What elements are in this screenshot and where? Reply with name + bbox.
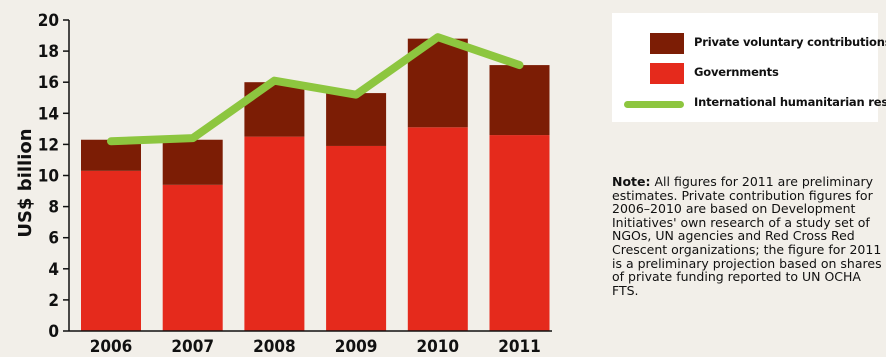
humanitarian-response-line xyxy=(107,33,524,146)
y-tick-label: 0 xyxy=(48,322,59,342)
bar-private-2008 xyxy=(244,82,305,137)
y-tick-label: 20 xyxy=(38,11,59,31)
x-tick-label: 2009 xyxy=(335,337,378,357)
governments-bars xyxy=(81,127,550,331)
bar-governments-2008 xyxy=(244,136,305,331)
bar-governments-2009 xyxy=(326,145,387,331)
axes xyxy=(63,19,552,332)
bar-private-2011 xyxy=(489,65,550,136)
legend-item-humanitarian: International humanitarian response xyxy=(612,93,886,115)
bar-private-2007 xyxy=(162,139,223,185)
legend-line-humanitarian xyxy=(624,101,684,108)
legend-swatch-private xyxy=(650,33,684,54)
legend-label-humanitarian: International humanitarian response xyxy=(694,95,886,109)
legend-label-governments: Governments xyxy=(694,65,779,79)
legend-label-private: Private voluntary contributions xyxy=(694,35,886,49)
y-tick-label: 4 xyxy=(48,260,59,280)
bar-private-2009 xyxy=(326,93,387,146)
bar-governments-2010 xyxy=(407,127,468,331)
x-tick-label: 2010 xyxy=(417,337,460,357)
y-axis-title: US$ billion xyxy=(15,128,36,237)
x-tick-label: 2006 xyxy=(90,337,133,357)
y-tick-label: 6 xyxy=(48,229,59,249)
y-tick-label: 14 xyxy=(38,104,59,124)
bar-governments-2006 xyxy=(81,170,141,331)
y-tick-label: 12 xyxy=(38,135,59,155)
legend-item-governments: Governments xyxy=(612,63,878,85)
note-text: All figures for 2011 are preliminary est… xyxy=(612,174,882,298)
x-tick-label: 2008 xyxy=(253,337,296,357)
y-tick-label: 18 xyxy=(38,42,59,62)
note: Note: All figures for 2011 are prelimina… xyxy=(612,175,882,297)
note-label: Note: xyxy=(612,174,651,189)
x-tick-label: 2011 xyxy=(498,337,541,357)
y-tick-label: 10 xyxy=(38,167,59,187)
private-contributions-bars xyxy=(81,38,550,185)
x-tick-label: 2007 xyxy=(171,337,214,357)
y-tick-label: 16 xyxy=(38,73,59,93)
bar-governments-2011 xyxy=(489,135,550,331)
x-tick-labels: 2006 2007 2008 2009 2010 2011 xyxy=(90,337,541,357)
y-tick-label: 2 xyxy=(48,291,59,311)
y-tick-labels: 0 2 4 6 8 10 12 14 16 18 20 xyxy=(38,11,59,342)
legend: Private voluntary contributions Governme… xyxy=(612,13,886,122)
legend-item-private: Private voluntary contributions xyxy=(612,33,886,55)
line-humanitarian-response xyxy=(107,33,524,146)
y-tick-label: 8 xyxy=(48,198,59,218)
legend-swatch-governments xyxy=(650,63,684,84)
bar-governments-2007 xyxy=(162,184,223,331)
